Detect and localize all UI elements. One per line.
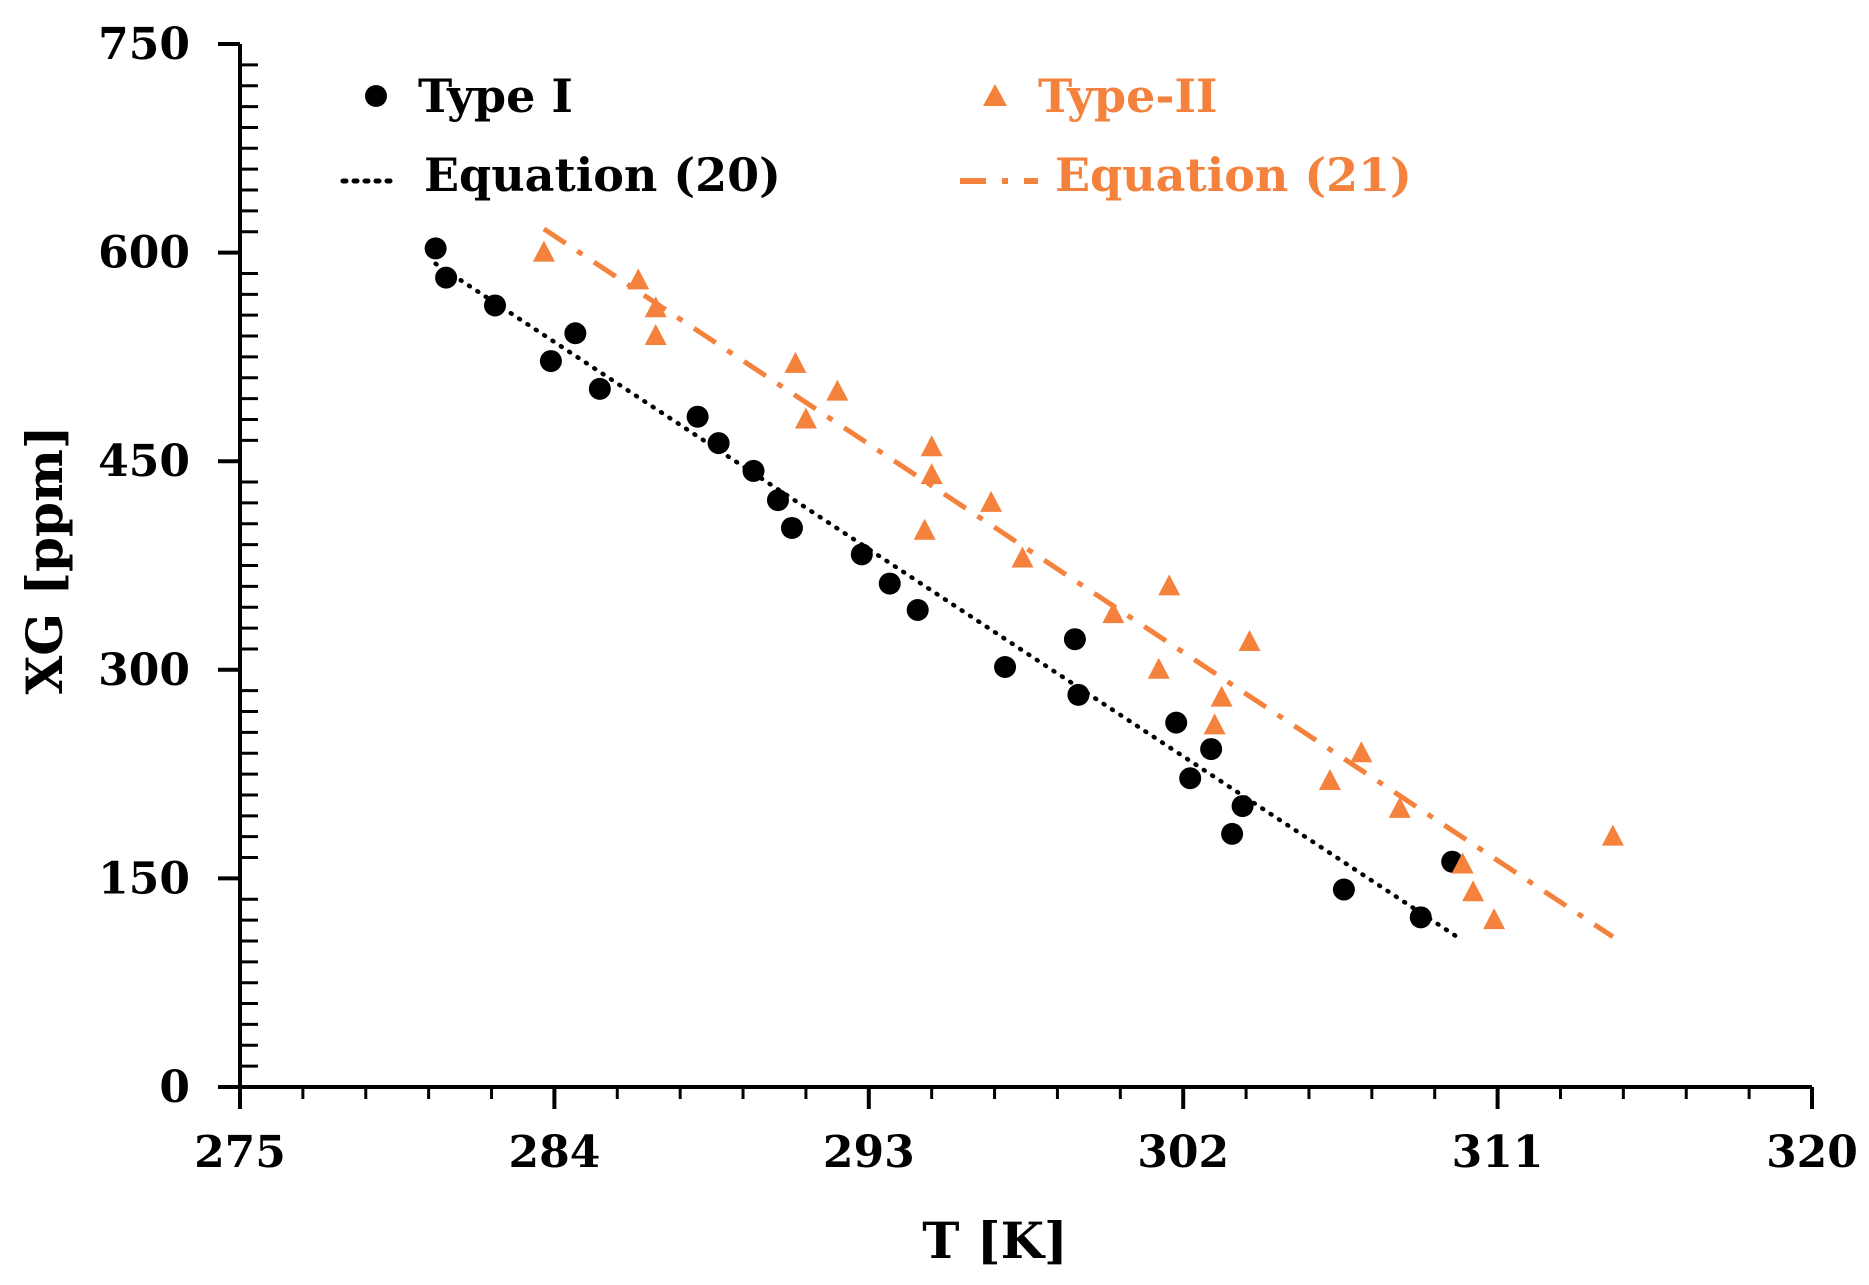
type1-point xyxy=(484,294,507,317)
type1-point xyxy=(588,377,611,400)
type1-point xyxy=(1200,738,1223,761)
type1-point xyxy=(707,432,730,455)
type2-point xyxy=(1203,713,1226,735)
y-tick-label: 450 xyxy=(98,436,190,487)
tick-labels: 275 284 293 302 311 320 0 150 300 450 600 750 xyxy=(98,19,1858,1178)
type1-point xyxy=(850,543,873,566)
equation-21-line xyxy=(542,226,1615,939)
fit-lines xyxy=(433,226,1615,941)
type1-point xyxy=(742,459,765,482)
type1-point xyxy=(539,350,562,373)
x-tick-label: 311 xyxy=(1452,1127,1544,1178)
type1-point xyxy=(766,489,789,512)
type2-point xyxy=(627,268,650,290)
type2-point xyxy=(644,296,667,318)
type1-point xyxy=(1067,683,1090,706)
type1-point xyxy=(424,237,447,260)
type1-point xyxy=(435,266,458,289)
axes xyxy=(218,42,1814,1109)
y-tick-label: 150 xyxy=(98,853,190,904)
type2-point xyxy=(532,240,555,262)
y-axis-title: XG [ppm] xyxy=(15,425,74,694)
legend-eq20-label: Equation (20) xyxy=(424,148,781,202)
type1-point xyxy=(1409,906,1432,929)
type2-point xyxy=(1601,824,1624,846)
y-tick-label: 300 xyxy=(98,645,190,696)
type1-point xyxy=(1179,767,1202,790)
type2-point xyxy=(1210,685,1233,707)
type2-point xyxy=(920,435,943,457)
type1-point xyxy=(686,405,709,428)
x-tick-label: 284 xyxy=(508,1127,600,1178)
x-tick-label: 320 xyxy=(1766,1127,1858,1178)
type2-point xyxy=(784,351,807,373)
legend-type2-marker xyxy=(983,84,1007,106)
y-tick-label: 750 xyxy=(98,19,190,70)
type2-point xyxy=(644,324,667,346)
type2-point xyxy=(1011,546,1034,568)
type1-point xyxy=(1231,795,1254,818)
legend-type1-marker xyxy=(365,85,387,107)
type2-point xyxy=(1158,574,1181,596)
legend-eq21-label: Equation (21) xyxy=(1055,148,1412,202)
y-tick-label: 600 xyxy=(98,228,190,279)
type1-point xyxy=(878,572,901,595)
type1-point xyxy=(1165,711,1188,734)
type1-point xyxy=(564,322,587,345)
x-tick-label: 275 xyxy=(194,1127,286,1178)
legend-type1-label: Type I xyxy=(418,69,573,123)
type1-point xyxy=(1063,628,1086,651)
type2-point xyxy=(1238,629,1261,651)
x-axis-title: T [K] xyxy=(922,1211,1067,1270)
type1-point xyxy=(1332,878,1355,901)
type2-point xyxy=(913,518,936,540)
legend: Type I Type-II Equation (20) Equation (2… xyxy=(340,69,1412,202)
type1-point xyxy=(906,599,929,622)
type2-point xyxy=(1147,657,1170,679)
type2-point xyxy=(980,490,1003,512)
type1-point xyxy=(994,656,1017,679)
type2-point xyxy=(1451,852,1474,874)
type2-point xyxy=(826,379,849,401)
x-tick-label: 293 xyxy=(823,1127,915,1178)
type2-point xyxy=(1462,880,1485,902)
x-tick-label: 302 xyxy=(1137,1127,1229,1178)
type2-point xyxy=(1350,741,1373,763)
type2-point xyxy=(1483,908,1506,930)
type2-point xyxy=(1388,796,1411,818)
equation-20-line xyxy=(433,261,1462,941)
type2-point xyxy=(920,463,943,485)
type1-point xyxy=(1221,822,1244,845)
type2-point xyxy=(794,407,817,429)
type1-point xyxy=(780,516,803,539)
type2-point xyxy=(1318,769,1341,791)
data-points xyxy=(424,237,1624,930)
type2-point xyxy=(1102,602,1125,624)
y-tick-label: 0 xyxy=(159,1062,190,1113)
legend-type2-label: Type-II xyxy=(1038,69,1217,123)
